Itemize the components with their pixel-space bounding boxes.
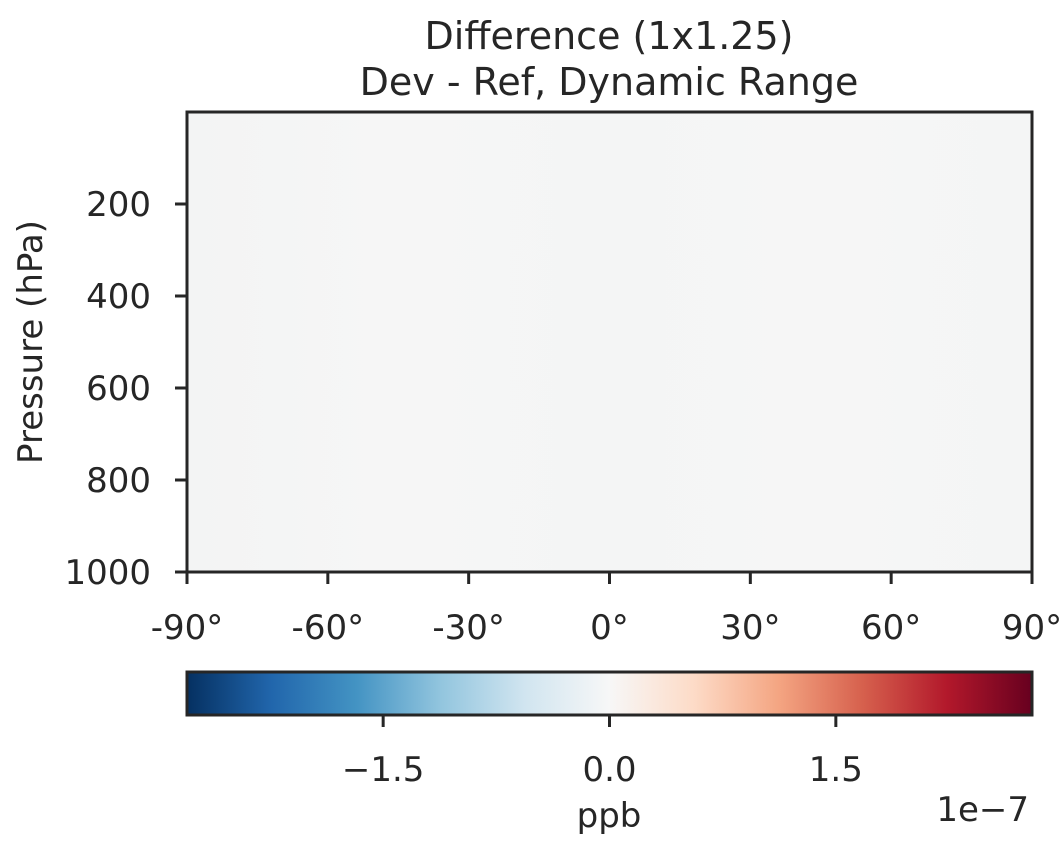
y-axis: 200 400 600 800 1000 bbox=[64, 185, 187, 593]
x-tick-label: -60° bbox=[292, 608, 365, 648]
y-axis-label: Pressure (hPa) bbox=[11, 220, 51, 464]
x-tick-label: 60° bbox=[861, 608, 921, 648]
y-tick-label: 200 bbox=[86, 185, 151, 225]
y-tick-label: 600 bbox=[86, 369, 151, 409]
x-tick-label: -30° bbox=[432, 608, 505, 648]
y-tick-label: 400 bbox=[86, 277, 151, 317]
colorbar bbox=[185, 670, 1034, 717]
heatmap-area bbox=[185, 110, 1034, 574]
y-tick-label: 800 bbox=[86, 461, 151, 501]
x-axis: -90° -60° -30° 0° 30° 60° 90° bbox=[151, 572, 1062, 648]
x-tick-label: 30° bbox=[720, 608, 780, 648]
x-tick-label: -90° bbox=[151, 608, 224, 648]
colorbar-gradient bbox=[187, 672, 1032, 715]
colorbar-tick-label: −1.5 bbox=[342, 750, 425, 790]
heatmap-field bbox=[187, 112, 1032, 572]
colorbar-tick-label: 1.5 bbox=[809, 750, 863, 790]
colorbar-offset-label: 1e−7 bbox=[936, 790, 1029, 830]
colorbar-label: ppb bbox=[577, 796, 642, 836]
chart-title-line-2: Dev - Ref, Dynamic Range bbox=[360, 60, 859, 104]
colorbar-tick-label: 0.0 bbox=[582, 750, 636, 790]
colorbar-axis: −1.5 0.0 1.5 bbox=[342, 715, 863, 790]
x-tick-label: 0° bbox=[590, 608, 629, 648]
y-tick-label: 1000 bbox=[64, 553, 151, 593]
x-tick-label: 90° bbox=[1002, 608, 1062, 648]
chart-title-line-1: Difference (1x1.25) bbox=[425, 14, 794, 58]
